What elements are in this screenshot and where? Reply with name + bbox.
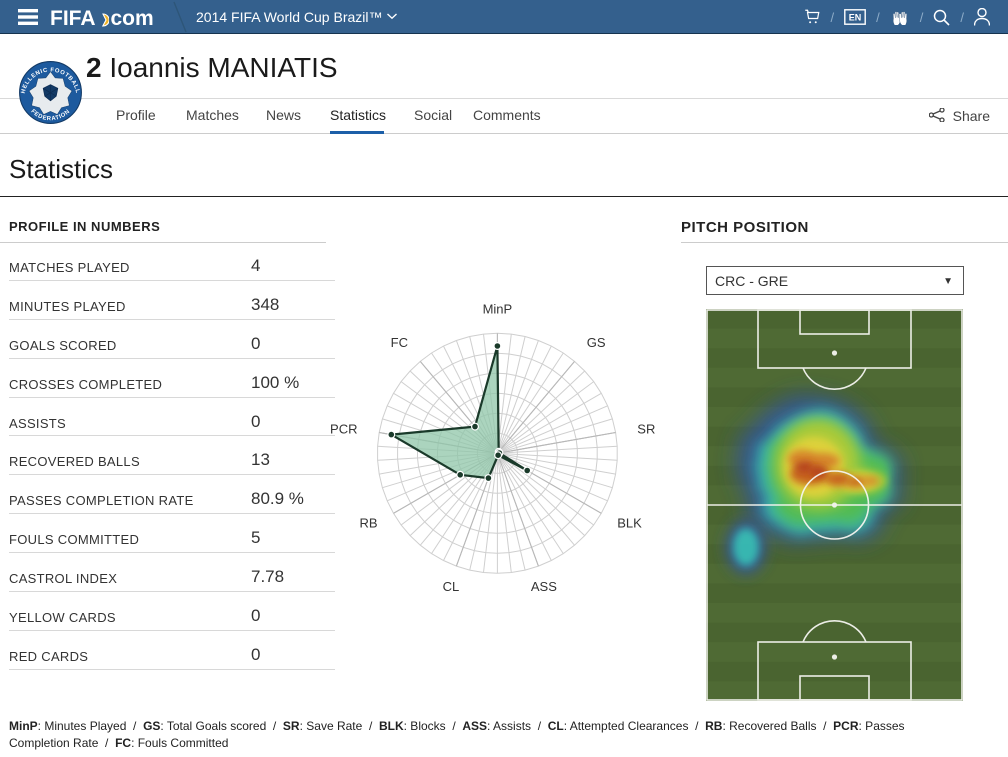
svg-text:RB: RB <box>360 515 378 530</box>
svg-text:SR: SR <box>637 422 655 437</box>
svg-text:BLK: BLK <box>617 515 642 530</box>
svg-text:CL: CL <box>443 579 460 594</box>
svg-text:MinP: MinP <box>483 301 513 316</box>
svg-text:FC: FC <box>391 335 408 350</box>
svg-text:ASS: ASS <box>531 579 557 594</box>
svg-text:GS: GS <box>587 335 606 350</box>
svg-text:EN: EN <box>849 13 862 23</box>
